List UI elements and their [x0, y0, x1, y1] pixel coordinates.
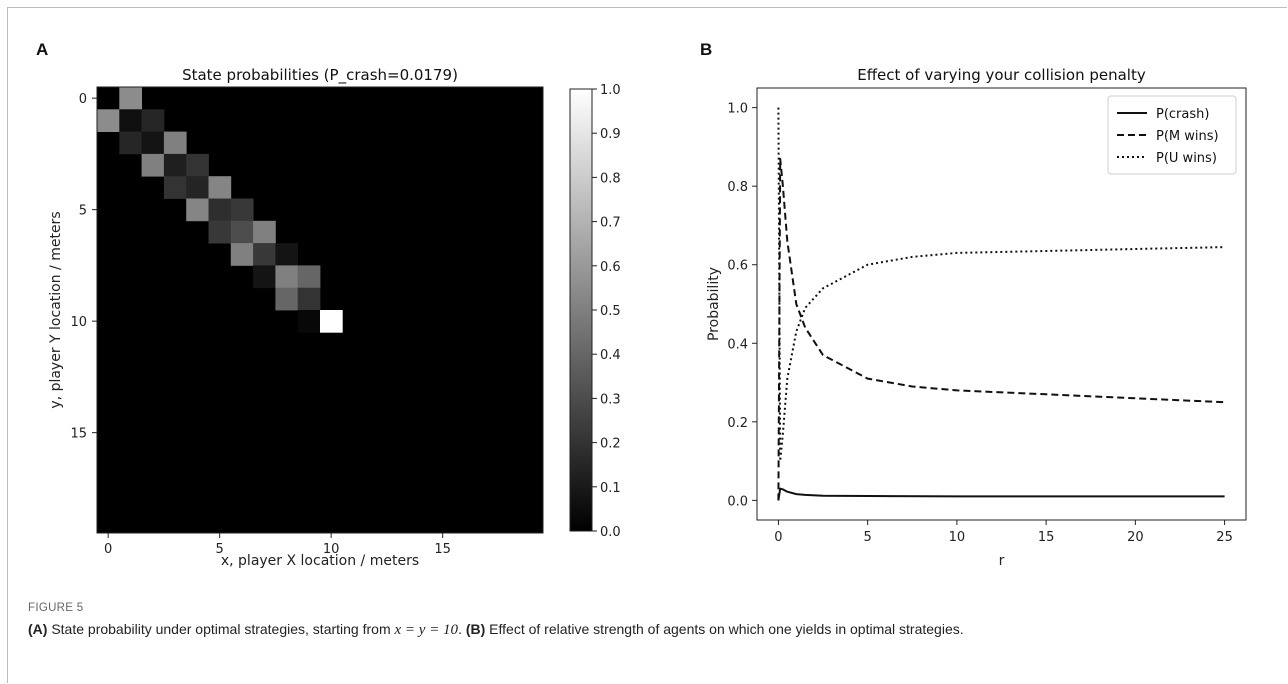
y-tick-label: 0: [79, 92, 87, 107]
caption-a-tag: (A): [28, 621, 48, 637]
line-chart-panel: Effect of varying your collision penalty…: [706, 66, 1247, 569]
caption-b-text: Effect of relative strength of agents on…: [485, 621, 964, 637]
heatmap-frame: [96, 86, 544, 534]
series-line-3: [777, 107, 1225, 463]
colorbar-tick-label: 0.0: [600, 525, 621, 540]
y-tick-label: 5: [79, 204, 87, 219]
x-tick-label: 10: [949, 530, 966, 545]
panel-a-letter: A: [36, 40, 49, 59]
figure-frame: [7, 7, 1287, 683]
heatmap-cell: [275, 287, 299, 311]
heatmap-cell: [186, 198, 209, 222]
heatmap-cell: [253, 220, 276, 244]
colorbar-tick-label: 0.1: [600, 481, 621, 496]
heatmap-cell: [230, 243, 254, 266]
heatmap-cell: [141, 131, 165, 155]
x-tick-label: 15: [434, 542, 451, 557]
x-tick-label: 5: [216, 542, 224, 557]
heatmap-x-axis-label: x, player X location / meters: [221, 553, 419, 569]
heatmap-cell: [297, 265, 321, 289]
heatmap-y-axis-label: y, player Y location / meters: [48, 211, 64, 408]
heatmap-cell: [141, 153, 165, 177]
caption-a-math: x = y = 10: [394, 622, 459, 638]
x-tick-label: 25: [1216, 530, 1233, 545]
legend: P(crash) P(M wins) P(U wins): [1107, 95, 1237, 175]
line-x-axis-label: r: [999, 553, 1005, 569]
heatmap-cell: [208, 176, 232, 199]
heatmap-cell: [186, 176, 209, 199]
heatmap-cell: [208, 220, 232, 244]
heatmap-cell: [97, 109, 120, 132]
heatmap-cell: [230, 220, 254, 244]
x-tick-label: 20: [1127, 530, 1144, 545]
colorbar-tick-label: 0.8: [600, 171, 621, 186]
heatmap-title: State probabilities (P_crash=0.0179): [182, 66, 458, 85]
heatmap-cell: [297, 287, 321, 311]
colorbar-tick-label: 0.9: [600, 127, 621, 142]
caption-label: FIGURE 5: [28, 602, 84, 614]
y-tick-label: 0.0: [727, 494, 748, 509]
heatmap-cell: [163, 131, 187, 155]
y-tick-label: 10: [70, 315, 87, 330]
heatmap-cell: [186, 153, 209, 177]
y-tick-label: 1.0: [727, 102, 748, 117]
heatmap-cell: [253, 265, 276, 289]
legend-label: P(U wins): [1156, 151, 1217, 166]
legend-label: P(M wins): [1156, 129, 1219, 144]
heatmap-cell: [163, 176, 187, 199]
colorbar-tick-label: 1.0: [600, 83, 621, 98]
heatmap-cell: [230, 198, 254, 222]
legend-label: P(crash): [1156, 107, 1209, 122]
figure-caption: (A) State probability under optimal stra…: [28, 620, 1268, 640]
panel-b-letter: B: [700, 40, 713, 59]
heatmap-cell: [163, 153, 187, 177]
x-tick-label: 0: [774, 530, 782, 545]
colorbar-tick-label: 0.3: [600, 392, 621, 407]
colorbar-tick-label: 0.5: [600, 304, 621, 319]
heatmap-cell: [119, 131, 142, 155]
heatmap-cell: [253, 243, 276, 266]
heatmap-cell: [320, 310, 343, 333]
colorbar-tick-label: 0.6: [600, 260, 621, 275]
line-chart-title: Effect of varying your collision penalty: [857, 66, 1146, 84]
x-tick-label: 5: [864, 530, 872, 545]
caption-a-text-2: .: [458, 621, 466, 637]
y-tick-label: 15: [70, 427, 87, 442]
series-line-1: [777, 487, 1225, 501]
y-tick-label: 0.6: [727, 259, 748, 274]
x-tick-label: 15: [1038, 530, 1055, 545]
colorbar-tick-label: 0.7: [600, 216, 621, 231]
legend-box: [1107, 95, 1237, 175]
y-tick-label: 0.4: [727, 337, 748, 352]
caption-a-text-1: State probability under optimal strategi…: [47, 621, 395, 637]
line-y-axis-label: Probability: [706, 267, 722, 341]
heatmap-cell: [275, 243, 299, 266]
heatmap-cell: [141, 109, 165, 132]
heatmap-panel: State probabilities (P_crash=0.0179) 0 5 10…: [48, 66, 621, 569]
x-tick-label: 10: [323, 542, 340, 557]
y-tick-label: 0.8: [727, 180, 748, 195]
heatmap-cell: [119, 109, 142, 132]
x-tick-label: 0: [104, 542, 112, 557]
heatmap-cell: [119, 87, 142, 110]
y-tick-label: 0.2: [727, 416, 748, 431]
heatmap-cell: [297, 310, 321, 333]
caption-b-tag: (B): [465, 621, 486, 637]
heatmap-cell: [275, 265, 299, 289]
colorbar-tick-label: 0.2: [600, 437, 621, 452]
series-line-2: [777, 157, 1225, 501]
colorbar-tick-label: 0.4: [600, 348, 621, 363]
heatmap-cell: [208, 198, 232, 222]
